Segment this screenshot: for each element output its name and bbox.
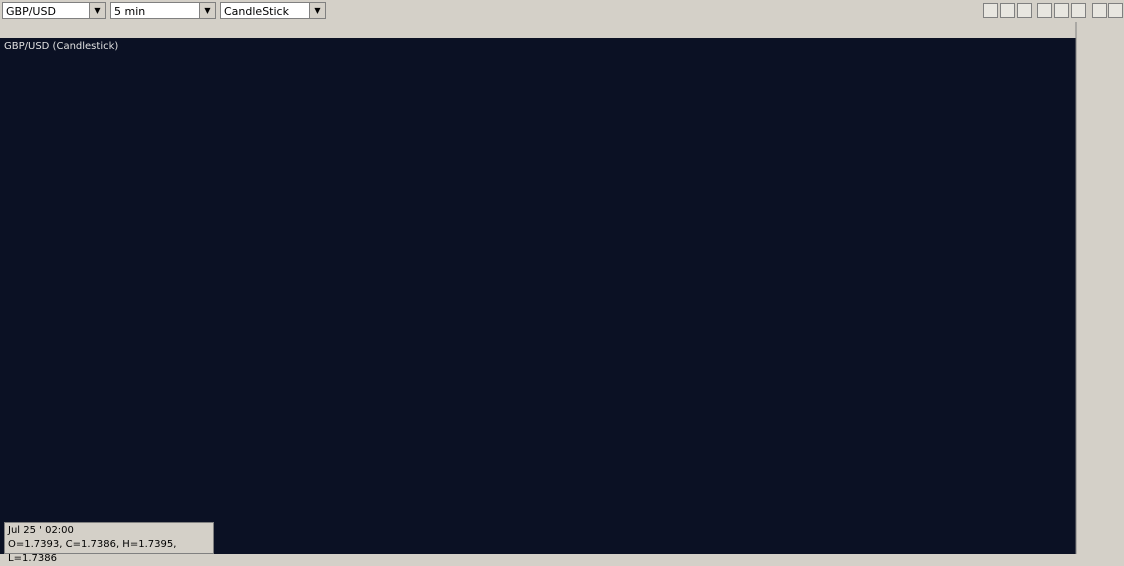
tool-grid2[interactable] (1054, 3, 1069, 18)
interval: 5 min (114, 5, 146, 18)
plot-bg (0, 38, 1076, 554)
symbol-select[interactable]: GBP/USD ▼ (2, 2, 106, 19)
tool-grid3[interactable] (1071, 3, 1086, 18)
chart-title: GBP/USD (Candlestick) (4, 41, 118, 52)
tool-zoom[interactable] (1092, 3, 1107, 18)
tool-line[interactable] (983, 3, 998, 18)
dropdown-arrow: ▼ (309, 3, 325, 18)
tool-settings[interactable] (1108, 3, 1123, 18)
tool-delete[interactable] (1017, 3, 1032, 18)
dropdown-arrow: ▼ (89, 3, 105, 18)
style-select[interactable]: CandleStick ▼ (220, 2, 326, 19)
tool-hline[interactable] (1000, 3, 1015, 18)
info-box: Jul 25 ' 02:00 O=1.7393, C=1.7386, H=1.7… (4, 522, 214, 564)
info-values: O=1.7393, C=1.7386, H=1.7395, L=1.7386 (8, 539, 177, 564)
tool-grid1[interactable] (1037, 3, 1052, 18)
info-time: Jul 25 ' 02:00 (8, 525, 74, 536)
chart: GBP/USD (Candlestick) (0, 22, 1124, 554)
symbol: GBP/USD (6, 5, 56, 18)
price-axis-bg (1076, 38, 1124, 554)
interval-select[interactable]: 5 min ▼ (110, 2, 216, 19)
chart-style: CandleStick (224, 5, 289, 18)
toolbar: GBP/USD ▼ 5 min ▼ CandleStick ▼ (0, 0, 1124, 22)
time-axis-bg (0, 22, 1124, 38)
dropdown-arrow: ▼ (199, 3, 215, 18)
